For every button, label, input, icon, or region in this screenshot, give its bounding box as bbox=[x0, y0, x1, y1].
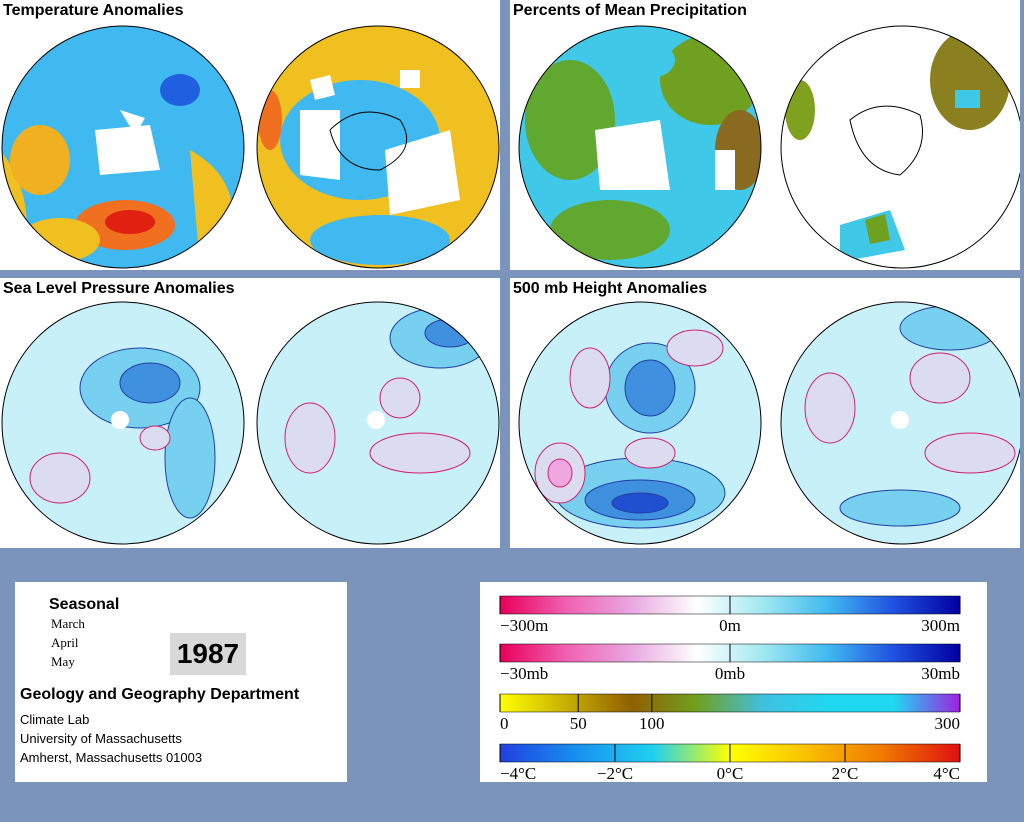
department-label: Geology and Geography Department bbox=[20, 686, 300, 703]
pressure-scale-label: 30mb bbox=[921, 664, 960, 683]
month-april: April bbox=[51, 635, 79, 650]
month-may: May bbox=[51, 654, 75, 669]
height500-panel: 500 mb Height Anomalies bbox=[510, 278, 1020, 548]
precip-scale-label: 100 bbox=[639, 714, 665, 733]
height500-maps bbox=[518, 301, 1020, 545]
nh-height500-map bbox=[519, 302, 761, 544]
legend-box: −300m 0m 300m −30mb 0mb 30mb 0 50 100 300 −4°C −… bbox=[480, 582, 987, 782]
legend-scales: −300m 0m 300m −30mb 0mb 30mb 0 50 100 300 −4°C −… bbox=[499, 595, 961, 782]
precip-scale: 0 50 100 300 bbox=[499, 693, 961, 733]
precip-scale-label: 50 bbox=[570, 714, 587, 733]
sh-slp-map bbox=[257, 302, 499, 544]
slp-maps bbox=[1, 301, 500, 545]
nh-slp-map bbox=[2, 302, 244, 544]
temp-scale-label: −2°C bbox=[597, 764, 633, 782]
height500-title: 500 mb Height Anomalies bbox=[512, 278, 711, 300]
sh-precipitation-map bbox=[781, 26, 1020, 268]
university-label: University of Massachusetts bbox=[20, 731, 182, 746]
slp-title: Sea Level Pressure Anomalies bbox=[2, 278, 238, 300]
temperature-panel: Temperature Anomalies bbox=[0, 0, 500, 270]
precip-scale-label: 300 bbox=[935, 714, 961, 733]
pressure-scale-label: −30mb bbox=[500, 664, 548, 683]
season-label: Seasonal bbox=[49, 596, 120, 613]
pressure-scale: −30mb 0mb 30mb bbox=[499, 643, 961, 683]
precipitation-maps bbox=[518, 25, 1020, 269]
height-scale-label: 300m bbox=[921, 616, 960, 635]
pressure-scale-label: 0mb bbox=[715, 664, 745, 683]
sh-height500-map bbox=[781, 302, 1020, 544]
temp-scale-label: 2°C bbox=[832, 764, 859, 782]
height-scale-label: 0m bbox=[719, 616, 741, 635]
height-scale-label: −300m bbox=[500, 616, 548, 635]
precipitation-panel: Percents of Mean Precipitation bbox=[510, 0, 1020, 270]
nh-temperature-map bbox=[2, 26, 244, 268]
precip-scale-label: 0 bbox=[500, 714, 509, 733]
address-label: Amherst, Massachusetts 01003 bbox=[20, 750, 203, 765]
sh-temperature-map bbox=[257, 26, 499, 268]
precip-scale-bar bbox=[499, 693, 961, 713]
lab-label: Climate Lab bbox=[20, 712, 90, 727]
slp-panel: Sea Level Pressure Anomalies bbox=[0, 278, 500, 548]
height-scale: −300m 0m 300m bbox=[499, 595, 961, 635]
temp-scale: −4°C −2°C 0°C 2°C 4°C bbox=[499, 743, 961, 782]
year-label: 1987 bbox=[170, 633, 246, 675]
temperature-title: Temperature Anomalies bbox=[2, 0, 187, 22]
temperature-maps bbox=[1, 25, 500, 269]
temp-scale-label: 4°C bbox=[933, 764, 960, 782]
precipitation-title: Percents of Mean Precipitation bbox=[512, 0, 750, 22]
month-march: March bbox=[51, 616, 85, 631]
temp-scale-label: 0°C bbox=[717, 764, 744, 782]
nh-precipitation-map bbox=[519, 26, 761, 268]
temp-scale-label: −4°C bbox=[500, 764, 536, 782]
info-box: Seasonal March April May 1987 Geology an… bbox=[15, 582, 347, 782]
